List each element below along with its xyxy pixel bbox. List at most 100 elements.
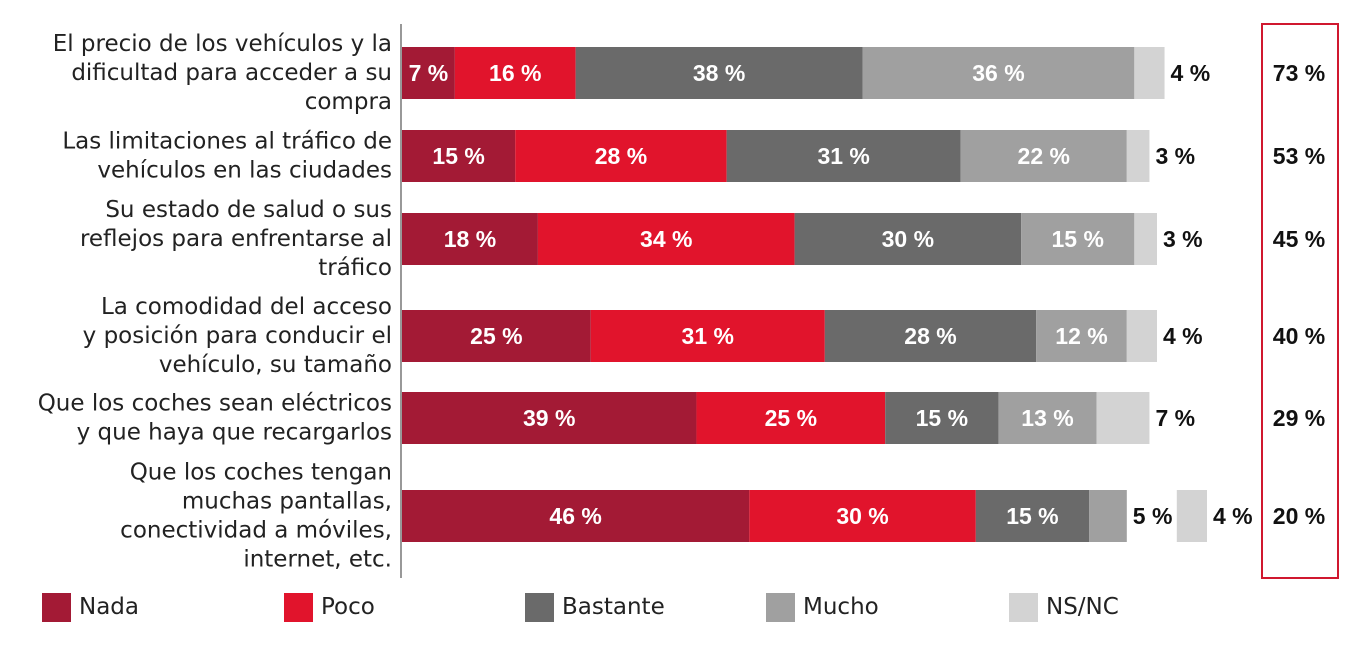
total-value-label: 45 % bbox=[1273, 226, 1325, 252]
total-value-label: 20 % bbox=[1273, 503, 1325, 529]
bar-segment-nada bbox=[402, 130, 516, 182]
category-label-line: Que los coches tengan bbox=[130, 460, 392, 486]
segment-value-label: 16 % bbox=[489, 60, 541, 86]
bar-segment-poco bbox=[537, 213, 795, 265]
category-label-line: muchas pantallas, bbox=[182, 489, 392, 515]
segment-value-label: 22 % bbox=[1018, 143, 1070, 169]
bar-segment-bastante bbox=[794, 213, 1022, 265]
segment-value-label: 18 % bbox=[444, 226, 496, 252]
bar-segment-bastante bbox=[975, 490, 1090, 542]
category-label-line: La comodidad del acceso bbox=[101, 294, 392, 320]
category-label: Que los coches tengan muchas pantallas, co… bbox=[120, 460, 392, 573]
bar-segment-bastante bbox=[885, 392, 999, 444]
segment-value-label: 25 % bbox=[470, 323, 522, 349]
legend-label: Nada bbox=[79, 594, 139, 620]
bar-segment-poco bbox=[590, 310, 825, 362]
total-value-label: 53 % bbox=[1273, 143, 1325, 169]
category-label-line: dificultad para acceder a su bbox=[71, 60, 392, 86]
category-label-line: internet, etc. bbox=[243, 547, 392, 573]
bar-segment-nada bbox=[402, 213, 538, 265]
segment-value-label: 4 % bbox=[1213, 503, 1253, 529]
category-label: La comodidad del acceso y posición para c… bbox=[83, 294, 392, 378]
segment-value-label: 7 % bbox=[1155, 405, 1195, 431]
total-value-label: 73 % bbox=[1273, 60, 1325, 86]
segment-value-label: 13 % bbox=[1021, 405, 1073, 431]
segment-value-label: 39 % bbox=[523, 405, 575, 431]
segment-value-label: 31 % bbox=[817, 143, 869, 169]
bar-segment-nsnc bbox=[1134, 47, 1165, 99]
category-label-line: reflejos para enfrentarse al bbox=[80, 226, 392, 252]
segment-value-label: 25 % bbox=[765, 405, 817, 431]
bar-segment-nsnc bbox=[1134, 213, 1157, 265]
category-label-line: compra bbox=[305, 89, 392, 115]
segment-value-label: 36 % bbox=[972, 60, 1024, 86]
category-label-line: Su estado de salud o sus bbox=[105, 197, 392, 223]
legend-swatch bbox=[42, 593, 71, 622]
bar-segment-mucho bbox=[1036, 310, 1127, 362]
segment-value-label: 38 % bbox=[693, 60, 745, 86]
bar-segment-mucho bbox=[960, 130, 1127, 182]
segment-value-label: 4 % bbox=[1171, 60, 1211, 86]
segment-value-label: 30 % bbox=[882, 226, 934, 252]
category-label-line: y que haya que recargarlos bbox=[77, 420, 392, 446]
bar-segment-nsnc bbox=[1096, 392, 1150, 444]
total-value-label: 29 % bbox=[1273, 405, 1325, 431]
segment-value-label: 15 % bbox=[1006, 503, 1058, 529]
bar-segment-nsnc bbox=[1126, 130, 1150, 182]
segment-value-label: 7 % bbox=[409, 60, 449, 86]
category-label-line: Que los coches sean eléctricos bbox=[38, 391, 392, 417]
bar-segment-nada bbox=[402, 47, 455, 99]
bar-segment-poco bbox=[454, 47, 576, 99]
segment-value-label: 15 % bbox=[916, 405, 968, 431]
segment-value-label: 46 % bbox=[549, 503, 601, 529]
segment-value-label: 28 % bbox=[595, 143, 647, 169]
category-label-line: Las limitaciones al tráfico de bbox=[62, 129, 392, 155]
category-label-line: tráfico bbox=[318, 255, 392, 281]
legend-swatch bbox=[1009, 593, 1038, 622]
bar-segment-poco bbox=[696, 392, 886, 444]
bar-segment-mucho bbox=[998, 392, 1097, 444]
bar-segment-poco bbox=[515, 130, 727, 182]
category-label-line: vehículo, su tamaño bbox=[159, 352, 392, 378]
legend-swatch bbox=[284, 593, 313, 622]
legend-label: Mucho bbox=[803, 594, 879, 620]
category-label: Que los coches sean eléctricos y que haya… bbox=[38, 391, 392, 446]
segment-value-label: 34 % bbox=[640, 226, 692, 252]
category-label: Las limitaciones al tráfico de vehículos … bbox=[62, 129, 392, 184]
bar-segment-bastante bbox=[726, 130, 961, 182]
legend-label: Poco bbox=[321, 594, 375, 620]
bar-segment-poco bbox=[749, 490, 976, 542]
segment-value-label: 3 % bbox=[1155, 143, 1195, 169]
bar-segment-nada bbox=[402, 392, 697, 444]
bar-segment-nada bbox=[402, 310, 591, 362]
segment-value-label: 12 % bbox=[1055, 323, 1107, 349]
total-value-label: 40 % bbox=[1273, 323, 1325, 349]
segment-value-label: 4 % bbox=[1163, 323, 1203, 349]
bar-segment-mucho bbox=[1021, 213, 1135, 265]
legend-label: Bastante bbox=[562, 594, 665, 620]
legend-swatch bbox=[766, 593, 795, 622]
category-label: El precio de los vehículos y la dificulta… bbox=[53, 31, 392, 115]
bar-segment-bastante bbox=[575, 47, 863, 99]
segment-value-label: 3 % bbox=[1163, 226, 1203, 252]
bar-segment-nsnc bbox=[1126, 310, 1157, 362]
bar-segment-mucho bbox=[862, 47, 1135, 99]
segment-value-label: 28 % bbox=[904, 323, 956, 349]
category-label-line: El precio de los vehículos y la bbox=[53, 31, 392, 57]
legend-swatch bbox=[525, 593, 554, 622]
category-label-line: y posición para conducir el bbox=[83, 323, 392, 349]
segment-value-label: 5 % bbox=[1133, 503, 1173, 529]
category-label: Su estado de salud o sus reflejos para en… bbox=[80, 197, 392, 281]
segment-value-label: 30 % bbox=[836, 503, 888, 529]
bar-segment-mucho bbox=[1089, 490, 1127, 542]
legend-label: NS/NC bbox=[1046, 594, 1119, 620]
segment-value-label: 31 % bbox=[682, 323, 734, 349]
totals-box bbox=[1261, 23, 1339, 579]
bar-segment-nada bbox=[402, 490, 750, 542]
bar-segment-nsnc bbox=[1176, 490, 1207, 542]
category-label-line: vehículos en las ciudades bbox=[97, 158, 392, 184]
category-label-line: conectividad a móviles, bbox=[120, 518, 392, 544]
segment-value-label: 15 % bbox=[432, 143, 484, 169]
segment-value-label: 15 % bbox=[1052, 226, 1104, 252]
